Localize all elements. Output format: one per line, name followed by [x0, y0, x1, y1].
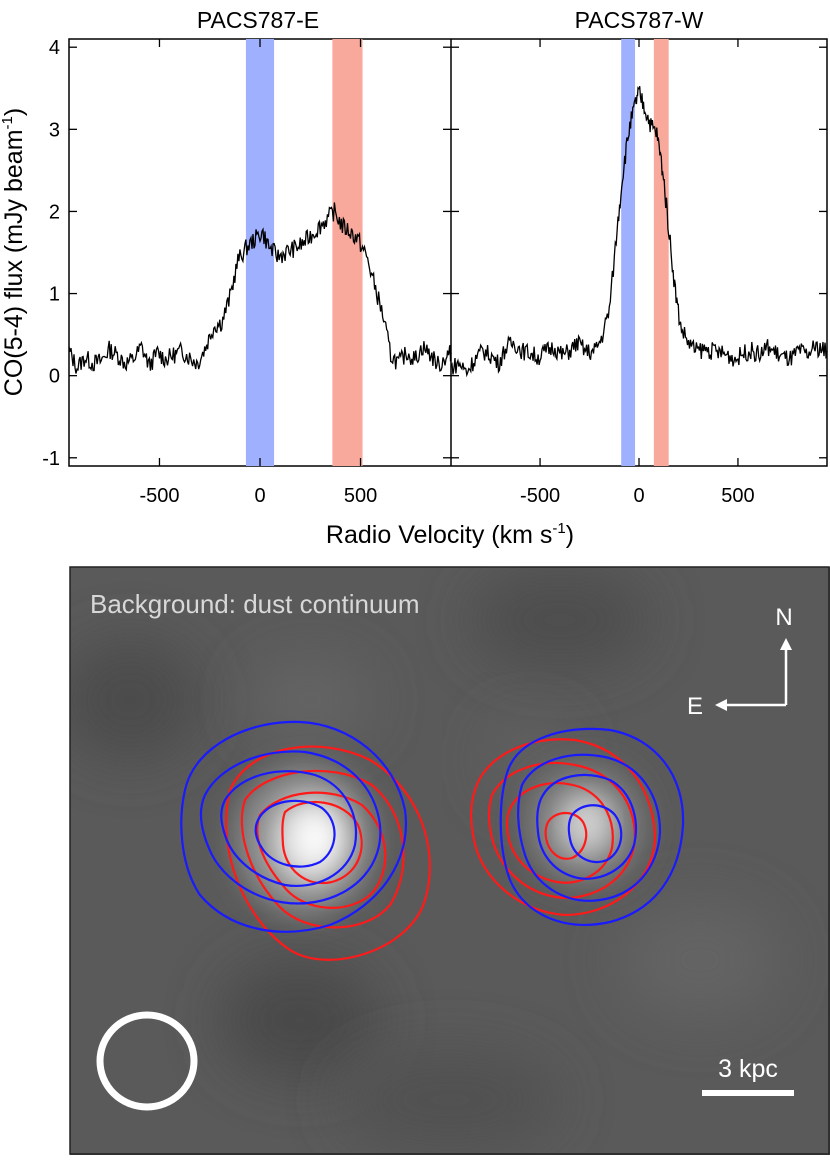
panel-east	[68, 39, 452, 466]
x-tick-labels: -500 0 500 -500 0 500	[139, 485, 754, 507]
panel-title-east: PACS787-E	[197, 7, 319, 33]
compass-east-label: E	[687, 693, 703, 720]
blue-contour-west-3	[536, 773, 638, 880]
blue-contour-east-1	[180, 720, 408, 933]
y-axis-label: CO(5-4) flux (mJy beam-1)	[0, 108, 28, 396]
blue-channel-west	[621, 39, 636, 466]
beam-ellipse	[96, 1011, 198, 1111]
red-channel-west	[653, 39, 669, 466]
red-contour-east-1	[225, 745, 431, 961]
plot-frame	[68, 38, 828, 467]
red-contour-east-3	[256, 791, 387, 909]
x-tick-label-west: 0	[633, 485, 644, 507]
red-contour-east-4	[281, 800, 363, 885]
bands-west	[621, 39, 669, 466]
red-contour-east-2	[240, 769, 405, 929]
y-tick-label: 3	[49, 119, 60, 141]
compass	[715, 638, 792, 711]
image-frame	[69, 566, 830, 1155]
y-tick-label: 1	[49, 284, 60, 306]
y-tick-label: -1	[42, 448, 60, 470]
contours-west	[470, 727, 685, 926]
x-tick-label-east: 0	[254, 485, 265, 507]
y-tick-label: 4	[49, 37, 60, 59]
red-contour-west-3	[505, 782, 614, 884]
y-tick-label: 2	[49, 201, 60, 223]
compass-north-label: N	[775, 604, 792, 631]
scale-bar	[702, 1090, 794, 1096]
scale-bar-label: 3 kpc	[718, 1055, 778, 1083]
x-tick-label-west: -500	[520, 485, 560, 507]
blue-contour-west-1	[499, 727, 685, 926]
blue-channel-east	[245, 39, 275, 466]
ticks-west	[451, 39, 827, 466]
compass-east-arrowhead	[715, 699, 727, 711]
x-axis-label: Radio Velocity (km s-1)	[326, 520, 574, 549]
compass-north-arrowhead	[780, 638, 792, 650]
panel-title-west: PACS787-W	[575, 7, 704, 33]
panel-west	[450, 39, 828, 466]
background-note: Background: dust continuum	[90, 589, 420, 619]
red-contour-west-4	[544, 811, 588, 860]
x-tick-label-east: 500	[344, 485, 377, 507]
y-tick-labels: -1 0 1 2 3 4	[42, 37, 60, 470]
blue-contour-west-4	[567, 804, 623, 864]
contours-east	[180, 720, 431, 961]
blue-contour-east-2	[199, 750, 382, 905]
ticks-east	[69, 39, 451, 466]
spectrum-line-east	[68, 202, 452, 374]
x-tick-label-west: 500	[721, 485, 754, 507]
blue-contour-east-3	[220, 770, 358, 888]
spectrum-line-west	[450, 86, 828, 378]
y-tick-label: 0	[49, 366, 60, 388]
red-contour-west-2	[487, 761, 637, 900]
blue-contour-west-2	[517, 753, 662, 902]
x-tick-label-east: -500	[139, 485, 179, 507]
blue-contour-east-4	[254, 799, 336, 868]
red-channel-east	[332, 39, 363, 466]
continuum-image-panel: Background: dust continuum N E 3 kpc	[69, 566, 830, 1155]
bands-east	[245, 39, 363, 466]
